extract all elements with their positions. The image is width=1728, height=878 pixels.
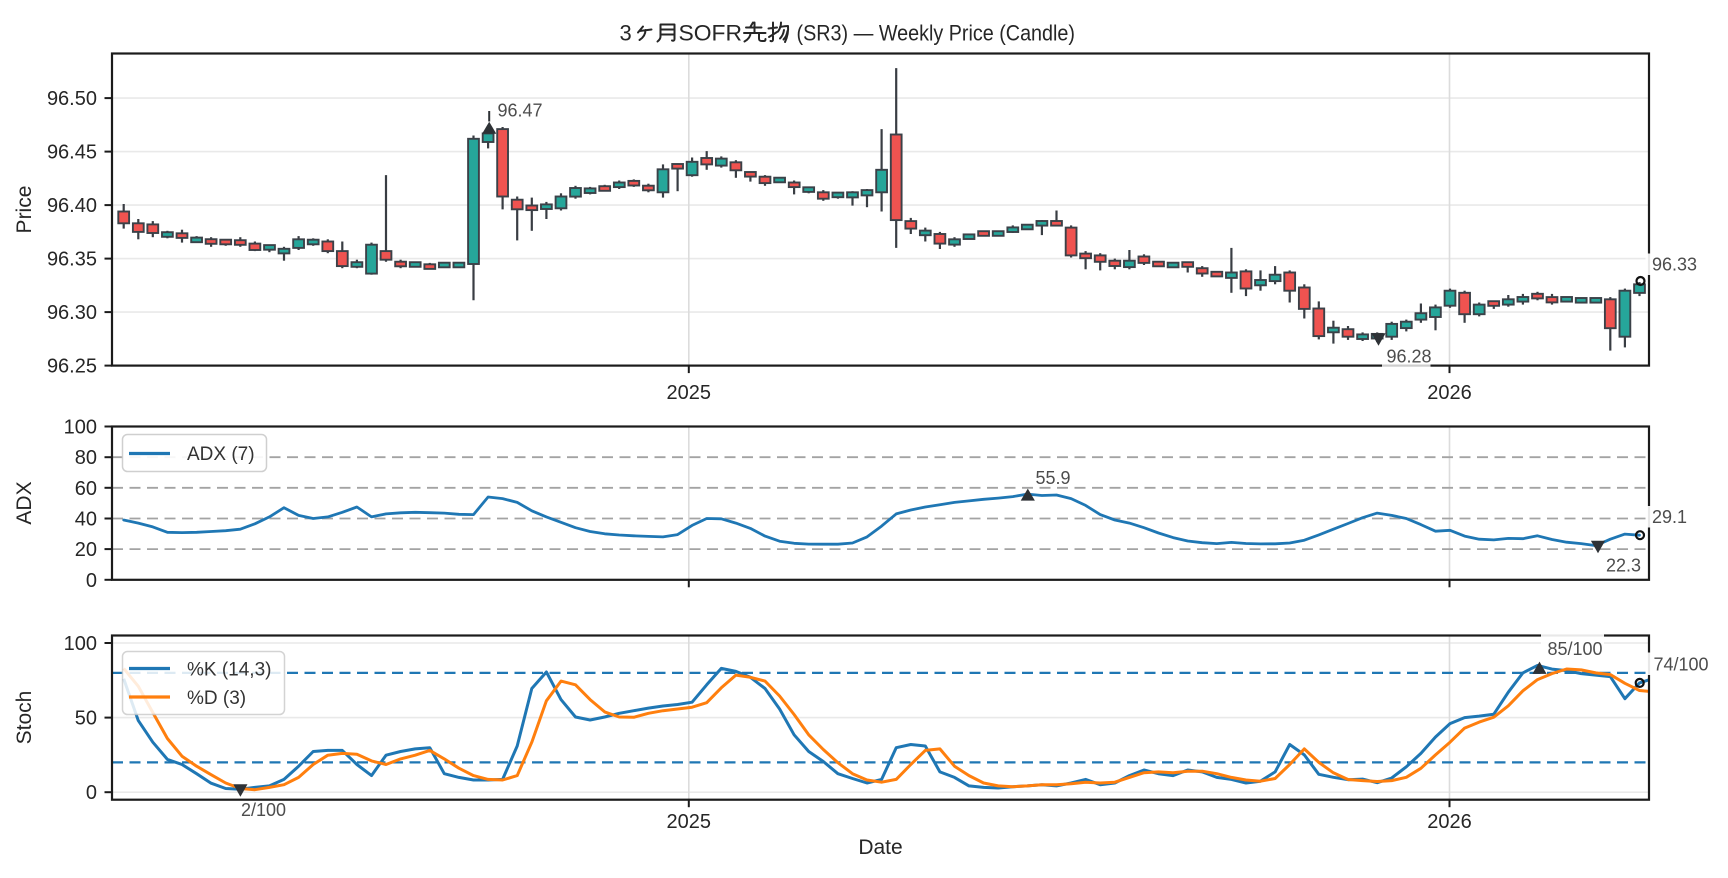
svg-text:29.1: 29.1 [1652, 507, 1687, 527]
svg-text:100: 100 [64, 633, 97, 655]
svg-text:2025: 2025 [667, 811, 712, 833]
svg-text:100: 100 [64, 417, 97, 439]
svg-text:0: 0 [86, 782, 97, 804]
svg-text:ADX (7): ADX (7) [187, 444, 255, 465]
svg-text:ADX: ADX [13, 481, 36, 524]
svg-text:85/100: 85/100 [1548, 639, 1603, 659]
svg-text:80: 80 [75, 447, 97, 469]
svg-text:Price: Price [13, 186, 36, 234]
svg-text:96.25: 96.25 [47, 356, 97, 378]
svg-text:96.30: 96.30 [47, 302, 97, 324]
svg-text:SOFR: SOFR [679, 21, 743, 46]
svg-text:0: 0 [86, 570, 97, 592]
svg-text:96.50: 96.50 [47, 88, 97, 110]
svg-text:20: 20 [75, 539, 97, 561]
svg-text:60: 60 [75, 478, 97, 500]
svg-text:Stoch: Stoch [13, 691, 36, 745]
svg-text:40: 40 [75, 509, 97, 531]
svg-text:2/100: 2/100 [241, 800, 286, 820]
svg-text:(SR3) — Weekly Price (Candle): (SR3) — Weekly Price (Candle) [797, 21, 1076, 46]
svg-text:3: 3 [620, 21, 632, 46]
svg-text:2026: 2026 [1427, 811, 1472, 833]
svg-text:50: 50 [75, 708, 97, 730]
svg-text:Date: Date [858, 836, 902, 859]
svg-text:22.3: 22.3 [1606, 556, 1641, 576]
svg-text:96.33: 96.33 [1652, 255, 1697, 275]
svg-text:2026: 2026 [1427, 382, 1472, 404]
svg-text:%K (14,3): %K (14,3) [187, 660, 271, 681]
svg-text:55.9: 55.9 [1036, 468, 1071, 488]
svg-text:74/100: 74/100 [1654, 655, 1709, 675]
svg-text:96.40: 96.40 [47, 195, 97, 217]
svg-text:96.28: 96.28 [1387, 347, 1432, 367]
svg-text:96.45: 96.45 [47, 142, 97, 164]
svg-text:96.35: 96.35 [47, 249, 97, 271]
svg-text:96.47: 96.47 [498, 101, 543, 121]
svg-text:2025: 2025 [667, 382, 712, 404]
svg-text:%D (3): %D (3) [187, 688, 246, 709]
